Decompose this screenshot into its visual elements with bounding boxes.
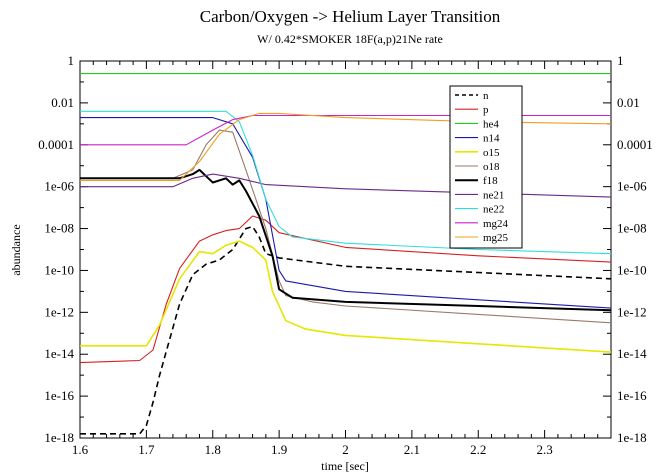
- y-axis-label: abundance: [9, 224, 23, 275]
- y-tick-label-right: 1e-12: [617, 304, 647, 319]
- y-tick-label: 0.0001: [38, 137, 74, 152]
- series-line-ne22: [80, 110, 611, 255]
- series-line-mg25: [80, 112, 611, 181]
- legend-label-f18: f18: [483, 175, 498, 187]
- y-tick-label: 1e-10: [44, 262, 74, 277]
- y-tick-label-right: 0.0001: [617, 137, 653, 152]
- series-line-n14: [80, 117, 611, 309]
- legend-label-he4: he4: [483, 118, 499, 130]
- y-tick-label: 1e-06: [44, 179, 74, 194]
- series-line-o18: [80, 129, 611, 324]
- series-line-n: [80, 225, 611, 435]
- series-line-ne21: [80, 173, 611, 198]
- y-tick-label-right: 1e-10: [617, 262, 647, 277]
- axis-ticks: 1.6 1.7 1.8 1.9 2 2.1 2.2 2.3 1 1 0.01 0.01 0.0001 0.…: [38, 53, 653, 457]
- legend-box: [449, 85, 523, 249]
- chart-title: Carbon/Oxygen -> Helium Layer Transition: [200, 7, 501, 26]
- y-tick-label-right: 1e-18: [617, 430, 647, 445]
- x-tick-label: 2.3: [537, 442, 553, 457]
- y-tick-label: 1e-08: [44, 221, 74, 236]
- legend: np he4 n14 o15 o18 f18 ne21 ne22 mg24 mg25: [449, 85, 523, 249]
- legend-label-ne22: ne22: [483, 204, 504, 216]
- y-tick-label: 1e-14: [44, 346, 74, 361]
- legend-label-p: p: [483, 104, 489, 116]
- y-tick-label-right: 1e-08: [617, 221, 647, 236]
- x-tick-label: 1.8: [205, 442, 221, 457]
- series-line-mg24: [80, 114, 611, 146]
- y-tick-label: 1e-12: [44, 304, 74, 319]
- x-axis-label: time [sec]: [321, 459, 369, 473]
- y-tick-label: 1: [68, 53, 75, 68]
- series-line-o15: [80, 240, 611, 353]
- series-lines: [80, 73, 611, 435]
- legend-label-o15: o15: [483, 147, 500, 159]
- y-tick-label: 1e-16: [44, 388, 74, 403]
- x-tick-label: 1.7: [138, 442, 155, 457]
- x-tick-label: 2: [342, 442, 349, 457]
- x-tick-label: 1.6: [72, 442, 89, 457]
- y-tick-label: 1e-18: [44, 430, 74, 445]
- series-line-p: [80, 215, 611, 364]
- y-tick-label-right: 1e-16: [617, 388, 647, 403]
- x-tick-label: 1.9: [271, 442, 287, 457]
- y-tick-label-right: 1e-14: [617, 346, 647, 361]
- y-tick-label-right: 0.01: [617, 95, 640, 110]
- legend-label-mg24: mg24: [483, 218, 509, 230]
- x-tick-label: 2.2: [470, 442, 486, 457]
- series-line-f18: [80, 168, 611, 312]
- y-tick-label: 0.01: [51, 95, 74, 110]
- x-tick-label: 2.1: [404, 442, 420, 457]
- legend-label-n14: n14: [483, 133, 500, 145]
- legend-label-mg25: mg25: [483, 232, 509, 244]
- chart-subtitle: W/ 0.42*SMOKER 18F(a,p)21Ne rate: [257, 32, 443, 46]
- y-tick-label-right: 1: [617, 53, 624, 68]
- legend-label-ne21: ne21: [483, 189, 504, 201]
- legend-label-n: n: [483, 90, 489, 102]
- y-tick-label-right: 1e-06: [617, 179, 647, 194]
- legend-label-o18: o18: [483, 161, 500, 173]
